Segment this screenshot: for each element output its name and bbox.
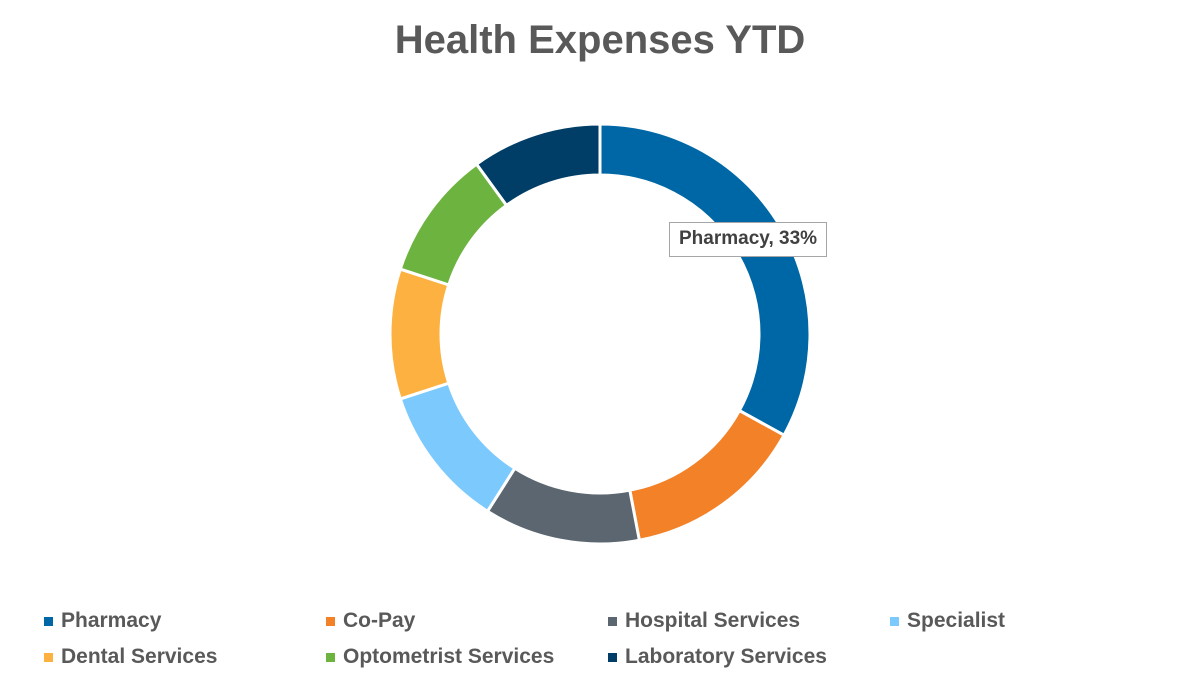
data-label-category: Pharmacy (679, 228, 769, 249)
slice-specialist[interactable] (398, 381, 517, 514)
legend-swatch-icon (608, 616, 617, 626)
donut-slices (388, 122, 812, 546)
chart-title: Health Expenses YTD (394, 18, 806, 62)
legend-item-optometrist-services[interactable]: Optometrist Services (326, 645, 608, 669)
legend-item-hospital-services[interactable]: Hospital Services (608, 609, 890, 633)
legend-swatch-icon (326, 652, 335, 662)
slice-co-pay[interactable] (628, 408, 787, 543)
legend-label: Hospital Services (625, 609, 801, 632)
legend-item-laboratory-services[interactable]: Laboratory Services (608, 645, 890, 669)
legend-label: Specialist (907, 609, 1006, 632)
legend-label: Co-Pay (343, 609, 416, 632)
legend-row: Dental Services Optometrist Services Lab… (44, 639, 1184, 675)
slice-hospital-services[interactable] (485, 466, 642, 546)
legend-item-specialist[interactable]: Specialist (890, 609, 1172, 633)
legend-swatch-icon (890, 616, 899, 626)
legend-item-co-pay[interactable]: Co-Pay (326, 609, 608, 633)
legend-swatch-icon (608, 652, 617, 662)
legend-swatch-icon (44, 616, 53, 626)
data-label-value: 33% (779, 228, 818, 249)
slice-laboratory-services[interactable] (474, 122, 602, 208)
legend-swatch-icon (326, 616, 335, 626)
slice-pharmacy[interactable] (598, 122, 812, 438)
slice-dental-services[interactable] (388, 267, 451, 401)
legend-label: Optometrist Services (343, 645, 555, 668)
legend-row: Pharmacy Co-Pay Hospital Services Specia… (44, 603, 1184, 639)
legend-label: Dental Services (61, 645, 218, 668)
legend: Pharmacy Co-Pay Hospital Services Specia… (44, 603, 1184, 675)
data-label-pharmacy: Pharmacy, 33% (669, 222, 828, 257)
legend-item-pharmacy[interactable]: Pharmacy (44, 609, 326, 633)
legend-swatch-icon (44, 652, 53, 662)
legend-label: Laboratory Services (625, 645, 827, 668)
legend-label: Pharmacy (61, 609, 162, 632)
legend-item-dental-services[interactable]: Dental Services (44, 645, 326, 669)
